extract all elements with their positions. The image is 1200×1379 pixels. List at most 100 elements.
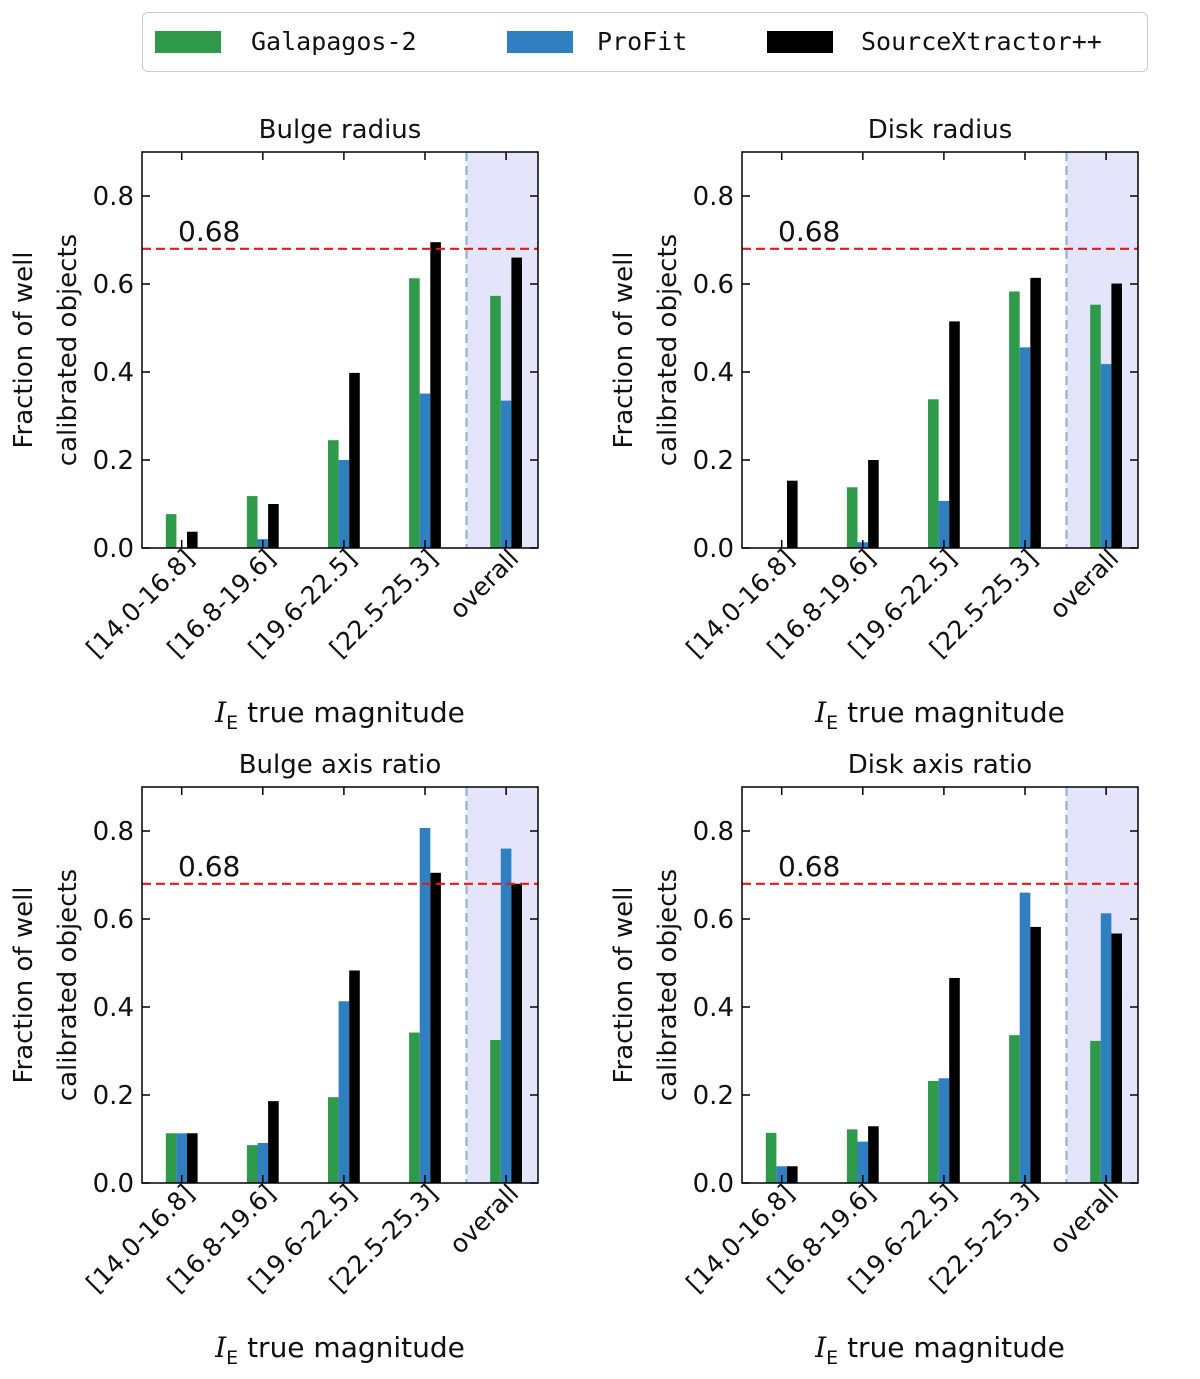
threshold-label: 0.68: [178, 215, 240, 248]
bar-profit-2: [857, 1141, 869, 1183]
y-axis-label: Fraction of well: [9, 886, 39, 1083]
x-axis-label-subscript: E: [826, 1347, 838, 1369]
legend-swatch-profit: [507, 31, 573, 53]
x-axis-label-text: true magnitude: [838, 1331, 1065, 1364]
bar-profit-1: [776, 1166, 787, 1183]
bar-sourcextractor-4: [1030, 926, 1041, 1183]
x-axis-label-symbol: I: [214, 696, 227, 729]
chart-title: Disk axis ratio: [848, 750, 1032, 780]
y-tick-label: 0.4: [693, 358, 734, 388]
bar-galapagos-2-3: [328, 1097, 339, 1183]
y-axis-label: Fraction of well: [609, 251, 639, 448]
axes-frame: [741, 151, 1139, 549]
x-axis-label-subscript: E: [826, 712, 838, 734]
bar-sourcextractor-2: [868, 1126, 879, 1183]
x-axis-label-text: true magnitude: [238, 696, 465, 729]
bar-sourcextractor-5: [511, 883, 522, 1183]
x-axis-label: IE true magnitude: [214, 1331, 465, 1369]
y-tick-label: 0.0: [693, 1169, 734, 1199]
bar-profit-4: [419, 827, 431, 1183]
y-tick-label: 0.6: [93, 905, 134, 935]
threshold-label: 0.68: [778, 850, 840, 883]
bar-galapagos-2-5: [1090, 304, 1101, 548]
legend-swatch-sourcextractor: [767, 31, 833, 53]
x-tick-label: overall: [444, 1179, 525, 1260]
bar-sourcextractor-2: [268, 1101, 279, 1183]
bar-profit-5: [500, 848, 512, 1183]
chart-title: Bulge radius: [259, 115, 422, 145]
bar-profit-2: [257, 1142, 269, 1183]
bar-profit-3: [938, 1078, 950, 1183]
y-tick-label: 0.8: [693, 817, 734, 847]
bar-galapagos-2-5: [490, 1040, 501, 1183]
bar-sourcextractor-2: [868, 460, 879, 548]
bar-profit-5: [1100, 913, 1112, 1183]
bar-profit-4: [419, 393, 431, 548]
bar-sourcextractor-5: [1111, 283, 1122, 548]
bar-galapagos-2-2: [246, 1145, 258, 1183]
y-tick-label: 0.2: [93, 446, 134, 476]
bar-sourcextractor-2: [268, 504, 279, 548]
legend-swatch-galapagos: [155, 31, 221, 53]
y-tick-label: 0.0: [93, 534, 134, 564]
y-tick-label: 0.4: [93, 358, 134, 388]
bar-sourcextractor-3: [949, 977, 960, 1183]
bar-profit-3: [338, 1001, 350, 1183]
bar-galapagos-2-2: [246, 496, 258, 548]
bar-sourcextractor-4: [1030, 277, 1041, 548]
bar-galapagos-2-4: [1009, 291, 1020, 548]
bar-profit-1: [176, 1133, 187, 1183]
y-tick-label: 0.2: [93, 1081, 134, 1111]
bar-sourcextractor-1: [187, 531, 198, 548]
chart-title: Disk radius: [868, 115, 1013, 145]
x-axis-label-symbol: I: [814, 1331, 827, 1364]
y-axis-label: Fraction of well: [609, 886, 639, 1083]
x-axis-label: IE true magnitude: [214, 696, 465, 734]
y-axis-label: calibrated objects: [53, 869, 83, 1101]
bar-sourcextractor-3: [949, 321, 960, 548]
y-tick-label: 0.2: [693, 1081, 734, 1111]
y-tick-label: 0.4: [693, 993, 734, 1023]
x-axis-label-subscript: E: [226, 1347, 238, 1369]
x-axis-label-text: true magnitude: [238, 1331, 465, 1364]
bar-galapagos-2-5: [490, 295, 501, 548]
axes-frame: [741, 786, 1139, 1184]
bar-galapagos-2-1: [165, 1133, 177, 1183]
x-axis-label-text: true magnitude: [838, 696, 1065, 729]
y-tick-label: 0.0: [93, 1169, 134, 1199]
threshold-label: 0.68: [778, 215, 840, 248]
legend-label-galapagos: Galapagos-2: [251, 27, 417, 56]
chart-bulge-axis-ratio: 0.680.00.20.40.60.8[14.0-16.8][16.8-19.6…: [9, 750, 539, 1369]
legend: Galapagos-2 ProFit SourceXtractor++: [142, 12, 1148, 72]
bar-galapagos-2-4: [409, 1032, 420, 1183]
bar-sourcextractor-4: [430, 242, 441, 548]
bar-galapagos-2-3: [328, 440, 339, 548]
chart-title: Bulge axis ratio: [239, 750, 442, 780]
y-axis-label: calibrated objects: [53, 234, 83, 466]
bar-profit-4: [1019, 347, 1031, 548]
y-tick-label: 0.8: [93, 817, 134, 847]
threshold-label: 0.68: [178, 850, 240, 883]
chart-disk-radius: 0.680.00.20.40.60.8[14.0-16.8][16.8-19.6…: [609, 115, 1139, 734]
legend-label-sourcextractor: SourceXtractor++: [861, 27, 1102, 56]
bar-sourcextractor-5: [1111, 933, 1122, 1183]
y-axis-label: Fraction of well: [9, 251, 39, 448]
x-tick-label: overall: [1044, 1179, 1125, 1260]
bar-galapagos-2-5: [1090, 1040, 1101, 1183]
x-axis-label: IE true magnitude: [814, 696, 1065, 734]
chart-bulge-radius: 0.680.00.20.40.60.8[14.0-16.8][16.8-19.6…: [9, 115, 539, 734]
y-tick-label: 0.6: [93, 270, 134, 300]
x-tick-label: overall: [1044, 544, 1125, 625]
bar-profit-3: [938, 500, 950, 548]
bar-galapagos-2-2: [846, 487, 858, 548]
chart-disk-axis-ratio: 0.680.00.20.40.60.8[14.0-16.8][16.8-19.6…: [609, 750, 1139, 1369]
bar-galapagos-2-4: [409, 278, 420, 548]
y-tick-label: 0.2: [693, 446, 734, 476]
bar-galapagos-2-3: [928, 399, 939, 548]
bar-sourcextractor-4: [430, 872, 441, 1183]
bar-galapagos-2-2: [846, 1129, 858, 1183]
y-axis-label: calibrated objects: [653, 234, 683, 466]
y-tick-label: 0.8: [693, 182, 734, 212]
bar-sourcextractor-1: [787, 480, 798, 548]
bar-galapagos-2-1: [165, 514, 177, 548]
